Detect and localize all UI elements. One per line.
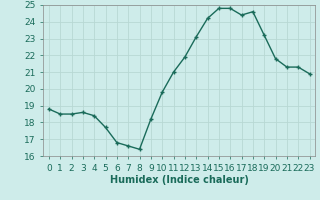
X-axis label: Humidex (Indice chaleur): Humidex (Indice chaleur)	[110, 175, 249, 185]
